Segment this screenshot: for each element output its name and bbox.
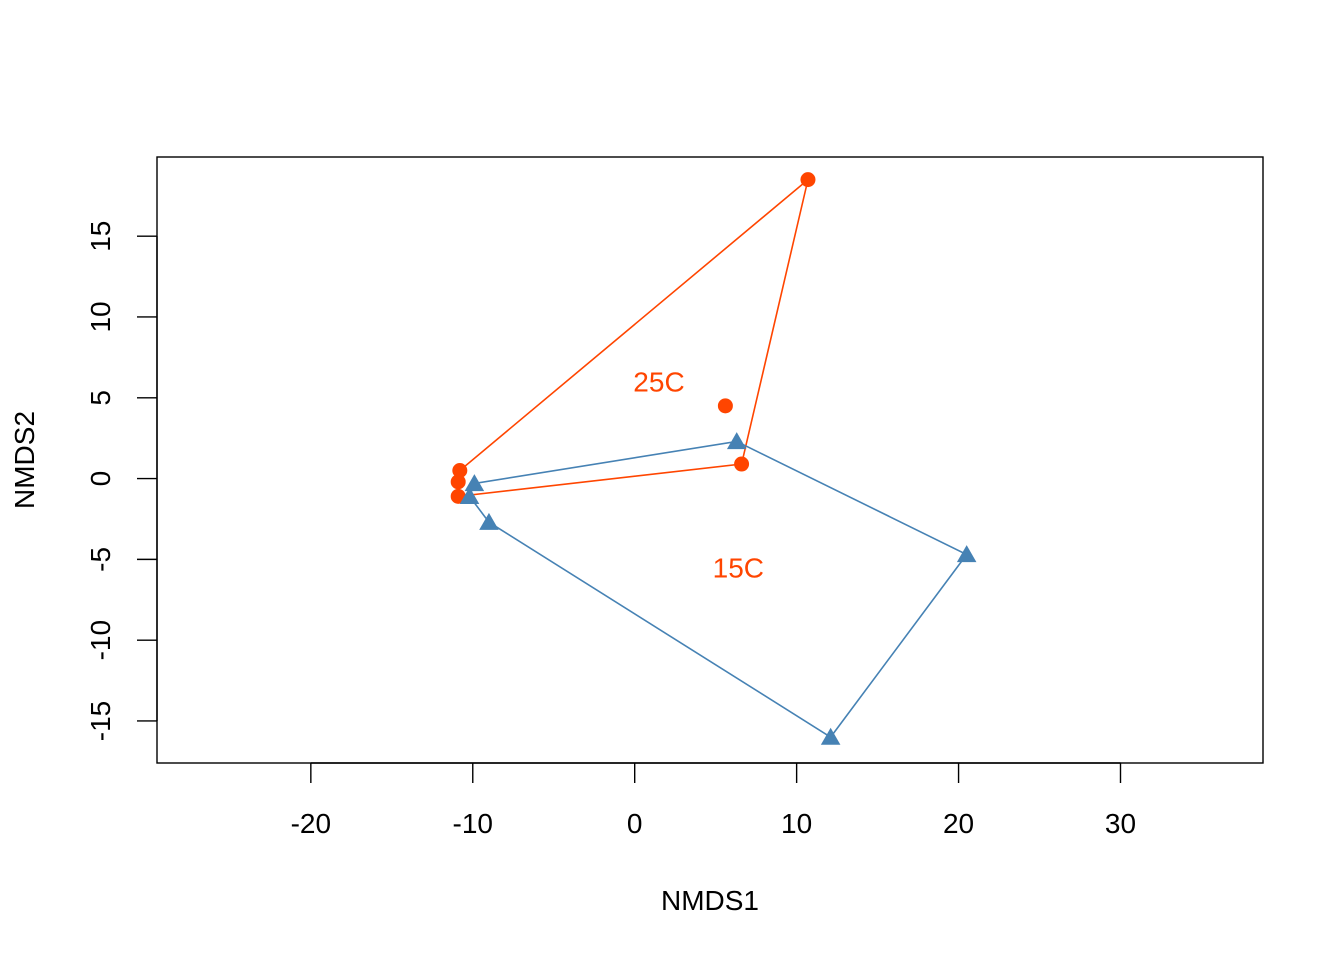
point-triangle xyxy=(459,487,480,505)
hull-series-0 xyxy=(457,177,810,498)
point-circle xyxy=(452,463,468,479)
y-axis: -15 -10 -5 0 5 10 15 xyxy=(85,221,158,741)
x-tick-label: 20 xyxy=(943,808,974,839)
point-circle xyxy=(734,456,750,472)
y-tick-label: -5 xyxy=(85,547,116,572)
x-tick-label: -10 xyxy=(453,808,493,839)
point-layer xyxy=(450,172,977,745)
y-tick-label: 15 xyxy=(85,221,116,252)
point-triangle xyxy=(820,727,841,745)
annotation-layer: 25C 15C xyxy=(633,367,764,584)
x-tick-label: 30 xyxy=(1105,808,1136,839)
y-tick-label: 10 xyxy=(85,301,116,332)
y-tick-label: 5 xyxy=(85,390,116,406)
point-triangle xyxy=(464,474,485,492)
point-triangle xyxy=(726,432,747,450)
x-tick-label: 10 xyxy=(781,808,812,839)
point-circle xyxy=(450,474,466,490)
point-triangle xyxy=(479,512,499,530)
plot-frame xyxy=(156,156,1264,764)
y-tick-label: 0 xyxy=(85,471,116,487)
y-tick-label: -15 xyxy=(85,701,116,741)
point-circle xyxy=(717,398,733,414)
annotation-label: 25C xyxy=(633,367,684,398)
point-circle xyxy=(800,172,816,188)
hull-layer xyxy=(457,177,968,739)
annotation-label: 15C xyxy=(713,552,764,583)
point-triangle xyxy=(956,545,977,563)
point-circle xyxy=(450,488,466,504)
x-axis: -20 -10 0 10 20 30 xyxy=(291,762,1136,839)
x-tick-label: -20 xyxy=(291,808,331,839)
y-axis-label: NMDS2 xyxy=(9,411,40,509)
y-tick-label: -10 xyxy=(85,620,116,660)
x-axis-label: NMDS1 xyxy=(661,885,759,916)
x-tick-label: 0 xyxy=(627,808,643,839)
